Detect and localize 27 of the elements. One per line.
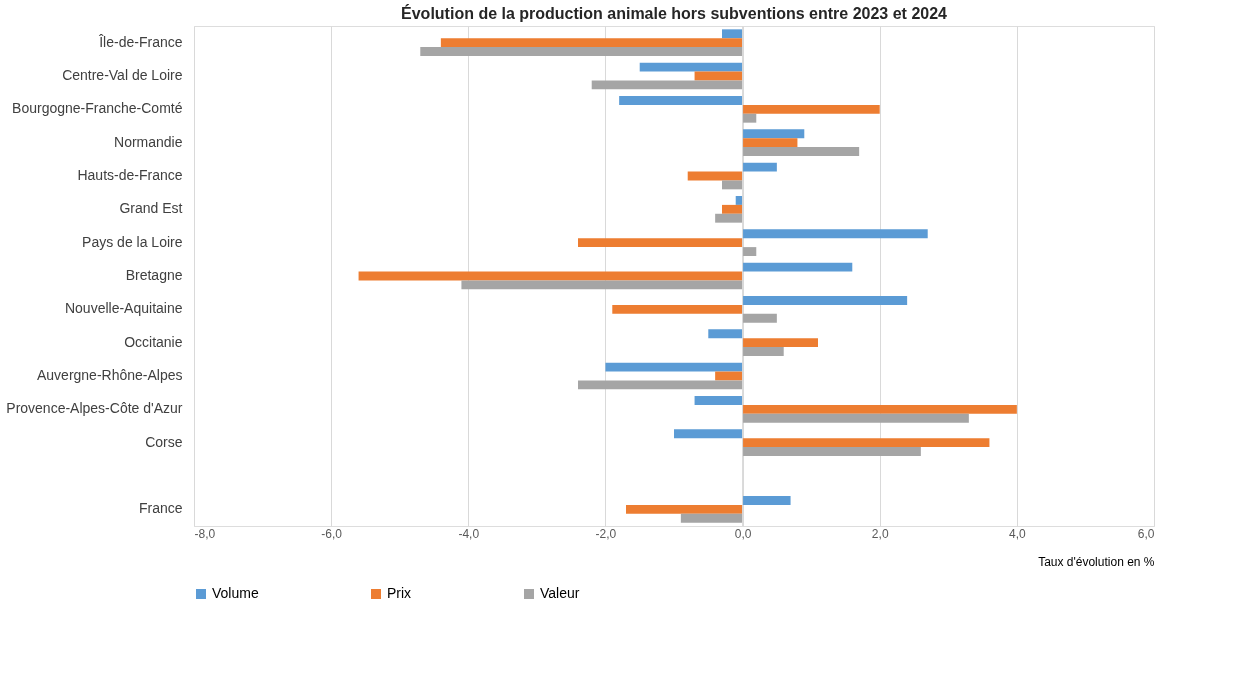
y-tick-label: Occitanie xyxy=(124,333,183,350)
x-tick-label: 2,0 xyxy=(871,526,889,541)
y-tick-label: Auvergne-Rhône-Alpes xyxy=(36,367,183,383)
y-tick-label: Corse xyxy=(145,433,183,450)
x-tick-label: 6,0 xyxy=(1137,526,1155,541)
chart-title: Évolution de la production animale hors subventions entre 2023 et 2024 xyxy=(401,3,948,22)
y-tick-label: Centre-Val de Loire xyxy=(62,67,183,83)
x-tick-label: 0,0 xyxy=(734,526,752,541)
x-tick-label: -8,0 xyxy=(194,526,216,541)
x-tick-label: -6,0 xyxy=(321,526,343,541)
y-tick-label: Pays de la Loire xyxy=(82,233,183,250)
y-tick-label: Hauts-de-France xyxy=(77,167,183,183)
y-tick-label: Nouvelle-Aquitaine xyxy=(64,300,183,317)
legend-label: Valeur xyxy=(540,585,580,601)
y-tick-label: France xyxy=(138,500,183,517)
y-tick-label: Bretagne xyxy=(125,267,183,283)
y-tick-label: Île-de-France xyxy=(98,33,183,50)
legend-label: Volume xyxy=(212,585,259,601)
y-tick-label: Normandie xyxy=(114,133,183,150)
legend-label: Prix xyxy=(387,585,412,601)
y-tick-label: Provence-Alpes-Côte d'Azur xyxy=(6,400,183,417)
x-tick-label: -2,0 xyxy=(595,526,617,541)
x-tick-label: 4,0 xyxy=(1009,526,1027,541)
x-axis-title: Taux d'évolution en % xyxy=(1038,554,1155,569)
y-tick-label: Bourgogne-Franche-Comté xyxy=(12,100,183,117)
x-tick-label: -4,0 xyxy=(458,526,480,541)
y-tick-label: Grand Est xyxy=(119,200,183,217)
